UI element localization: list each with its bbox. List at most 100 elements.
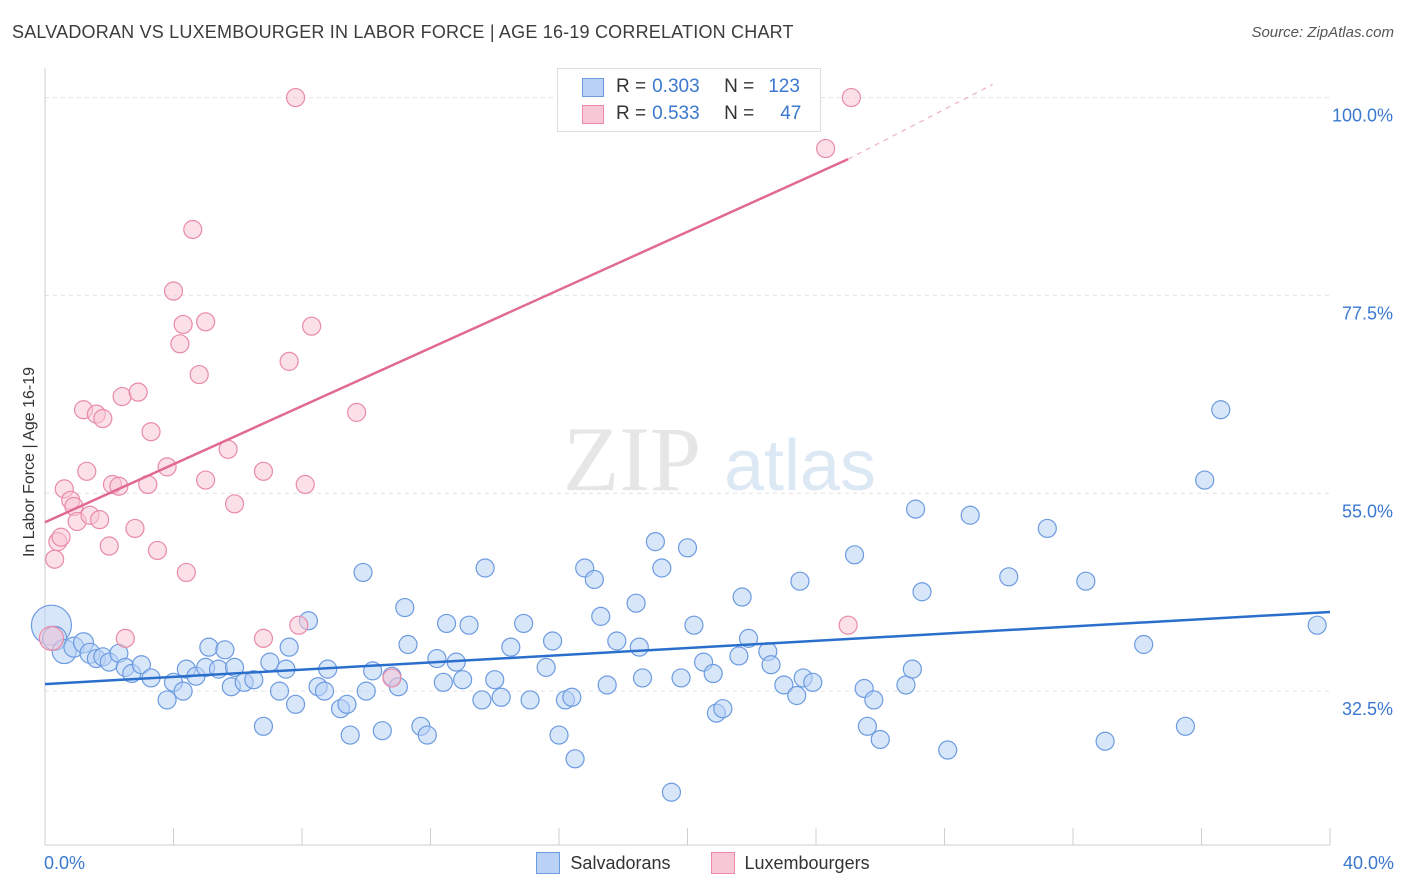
salvadoran-point — [738, 628, 759, 648]
luxembourger-point — [45, 549, 65, 569]
salvadoran-point — [938, 740, 958, 760]
salvadoran-point — [1175, 716, 1196, 736]
salvadoran-point — [652, 558, 672, 578]
salvadoran-point — [472, 690, 492, 710]
luxembourger-trend-extension — [847, 83, 993, 160]
luxembourger-point — [347, 402, 367, 422]
salvadoran-point — [253, 716, 274, 736]
y-tick-label: 77.5% — [1342, 303, 1393, 323]
legend-r-value: 0.303 — [652, 76, 700, 97]
salvadoran-point — [960, 505, 980, 525]
salvadoran-point — [713, 699, 733, 719]
salvadoran-point — [337, 694, 357, 714]
luxembourger-point — [285, 87, 306, 108]
salvadoran-point — [279, 637, 299, 657]
salvadoran-point — [485, 670, 505, 690]
salvadoran-point — [453, 670, 473, 690]
salvadoran-point — [684, 615, 704, 635]
y-tick-label: 55.0% — [1342, 501, 1393, 521]
salvadoran-point — [632, 668, 653, 688]
source-label: Source: ZipAtlas.com — [1251, 24, 1394, 41]
salvadoran-point — [597, 675, 617, 695]
luxembourger-point — [115, 628, 135, 648]
luxembourger-point — [189, 364, 209, 385]
series-legend: Salvadorans Luxembourgers — [0, 852, 1406, 874]
luxembourger-point — [147, 540, 168, 561]
salvadoran-point — [244, 670, 264, 690]
salvadoran-point — [803, 672, 823, 692]
series-legend-luxembourgers: Luxembourgers — [710, 852, 870, 874]
luxembourger-point — [289, 615, 309, 635]
salvadoran-point — [629, 637, 649, 657]
salvadoran-point — [1211, 400, 1231, 420]
luxembourger-point — [173, 314, 193, 335]
axes — [44, 68, 1331, 846]
salvadoran-point — [703, 663, 723, 684]
x-tick-label-max: 40.0% — [1342, 853, 1394, 873]
salvadoran-point — [520, 690, 540, 710]
salvadoran-point — [1037, 518, 1057, 539]
watermark-atlas: atlas — [724, 426, 876, 506]
salvadoran-point — [514, 613, 534, 634]
legend-r-value: 0.533 — [652, 103, 700, 124]
luxembourger-point — [51, 527, 71, 547]
luxembourger-point — [176, 562, 196, 583]
salvadoran-point — [1195, 470, 1215, 490]
salvadoran-point — [157, 690, 177, 710]
salvadoran-point — [565, 749, 585, 769]
salvadoran-point — [549, 725, 569, 745]
salvadoran-point — [912, 582, 932, 602]
luxembourger-point — [841, 87, 861, 108]
salvadoran-point — [661, 782, 682, 802]
salvadoran-point — [224, 657, 245, 677]
luxembourger-point — [816, 138, 836, 159]
salvadoran-point — [427, 648, 447, 669]
luxembourger-point — [253, 461, 274, 481]
luxembourger-point — [224, 494, 245, 514]
luxembourger-point — [38, 625, 65, 651]
salvadoran-point — [677, 538, 698, 558]
watermark: ZIP atlas — [563, 408, 876, 510]
luxembourger-point — [125, 518, 145, 539]
salvadoran-point — [475, 558, 495, 578]
legend-n-label: N = — [724, 76, 755, 97]
series-label-luxembourgers: Luxembourgers — [744, 852, 870, 873]
salvadoran-point — [173, 681, 193, 701]
salvadoran-point — [902, 659, 922, 679]
salvadoran-point — [626, 593, 646, 613]
luxembourger-point — [382, 668, 402, 688]
salvadoran-point — [269, 681, 290, 701]
salvadoran-point — [314, 681, 335, 701]
legend-n-label: N = — [724, 103, 755, 124]
luxembourger-point — [163, 281, 184, 301]
salvadoran-point — [436, 613, 457, 634]
luxembourger-point — [196, 312, 216, 332]
trend-lines — [44, 83, 1331, 686]
salvadoran-point — [417, 725, 437, 745]
salvadoran-point — [905, 499, 926, 519]
legend-swatch-salvadorans — [582, 77, 604, 97]
salvadoran-point — [732, 587, 752, 607]
salvadoran-point — [398, 634, 418, 655]
luxembourger-point — [99, 536, 119, 556]
series-label-salvadorans: Salvadorans — [570, 852, 671, 873]
salvadoran-point — [459, 615, 479, 635]
salvadoran-point — [260, 652, 280, 672]
luxembourger-point — [183, 219, 203, 240]
salvadoran-point — [584, 569, 604, 590]
salvadoran-point — [774, 675, 794, 695]
y-tick-label: 32.5% — [1342, 699, 1393, 719]
series-swatch-luxembourgers — [710, 852, 735, 874]
salvadoran-point — [1076, 571, 1096, 591]
salvadoran-point — [395, 597, 415, 618]
salvadoran-point — [857, 716, 878, 736]
luxembourger-point — [141, 422, 161, 442]
luxembourger-point — [838, 615, 858, 635]
salvadoran-point — [787, 685, 807, 706]
salvadoran-point — [729, 646, 749, 666]
salvadoran-point — [1307, 615, 1327, 635]
salvadoran-point — [790, 571, 810, 591]
legend-row-salvadorans: R = 0.303 N = 123 — [582, 74, 800, 100]
salvadoran-point — [372, 721, 392, 741]
